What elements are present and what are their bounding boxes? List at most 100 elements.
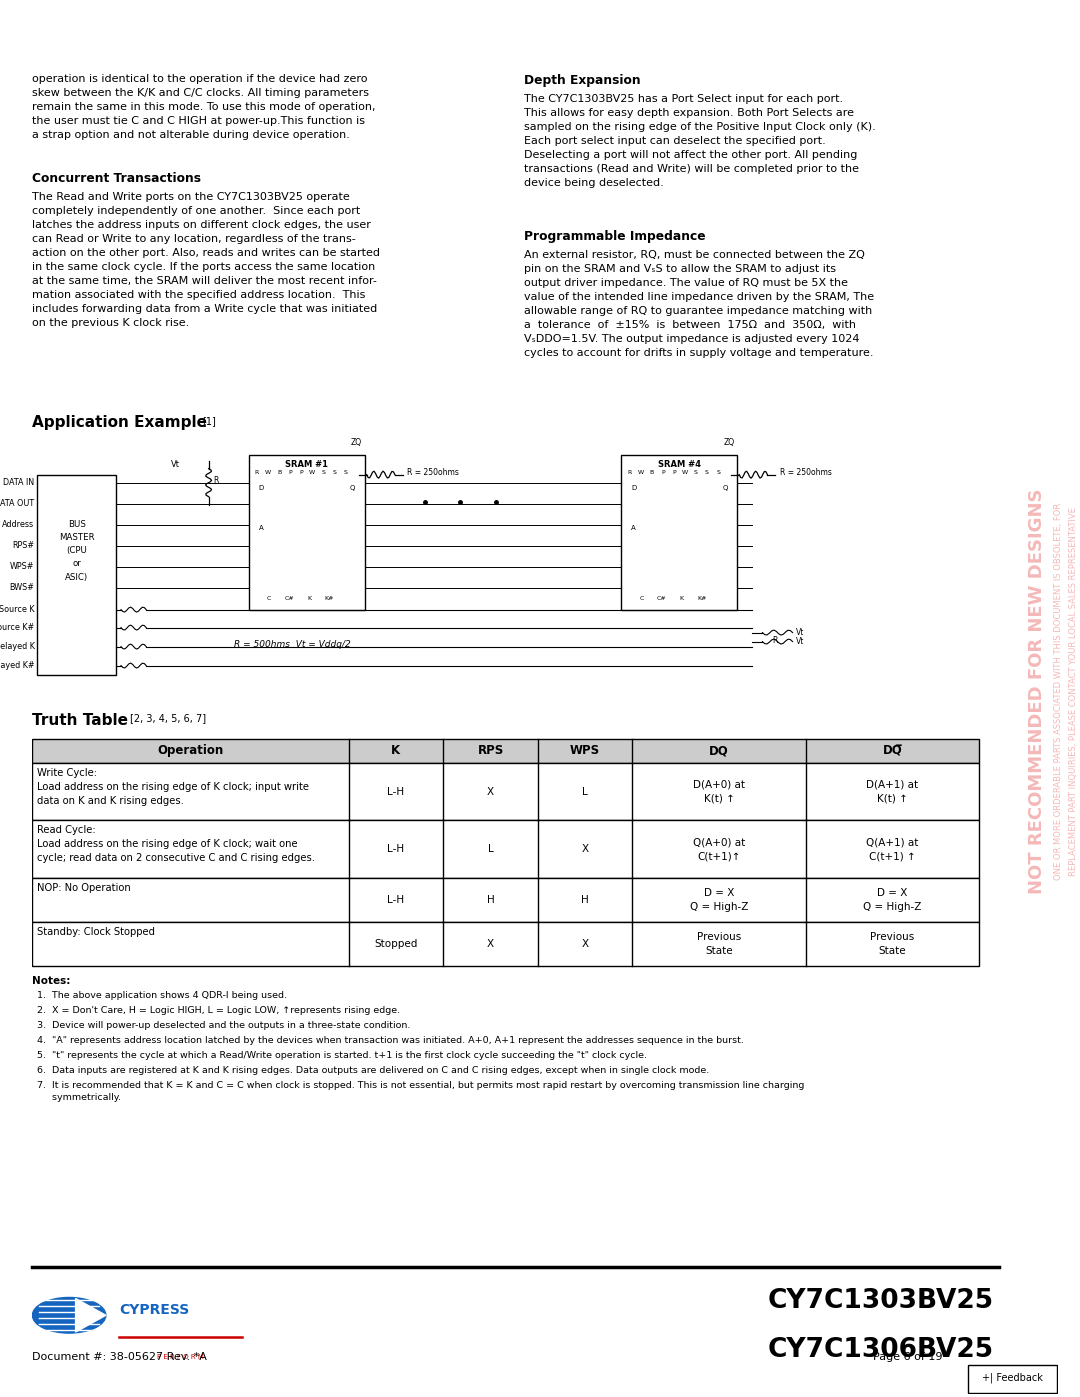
Text: Address: Address bbox=[2, 520, 35, 529]
Text: Read Cycle:
Load address on the rising edge of K clock; wait one
cycle; read dat: Read Cycle: Load address on the rising e… bbox=[38, 826, 315, 863]
Text: 5.  "t" represents the cycle at which a Read/Write operation is started. t+1 is : 5. "t" represents the cycle at which a R… bbox=[38, 1052, 647, 1060]
Text: X: X bbox=[487, 787, 494, 796]
Text: CY7C1306BV25: CY7C1306BV25 bbox=[768, 1337, 994, 1363]
Text: L: L bbox=[488, 844, 494, 855]
Text: L-H: L-H bbox=[388, 895, 404, 905]
Text: X: X bbox=[582, 939, 589, 950]
Text: Delayed K: Delayed K bbox=[0, 643, 35, 651]
Text: S: S bbox=[322, 471, 325, 475]
Text: D = X
Q = High-Z: D = X Q = High-Z bbox=[690, 888, 748, 912]
Text: D(A+0) at
K(t) ↑: D(A+0) at K(t) ↑ bbox=[693, 780, 745, 803]
Circle shape bbox=[32, 1298, 106, 1333]
Text: S: S bbox=[716, 471, 720, 475]
Text: Vt: Vt bbox=[796, 629, 804, 637]
Text: K#: K# bbox=[325, 595, 334, 601]
Text: R: R bbox=[255, 471, 259, 475]
Text: 7.  It is recommended that K = K and C = C when clock is stopped. This is not es: 7. It is recommended that K = K and C = … bbox=[38, 1081, 805, 1102]
Text: D: D bbox=[631, 485, 636, 490]
Text: L: L bbox=[582, 787, 588, 796]
Text: K: K bbox=[679, 595, 684, 601]
Polygon shape bbox=[76, 1299, 106, 1333]
Text: R: R bbox=[772, 636, 778, 644]
Text: Depth Expansion: Depth Expansion bbox=[524, 74, 640, 87]
Bar bbox=[32, 879, 978, 922]
Text: Stopped: Stopped bbox=[374, 939, 418, 950]
Bar bbox=[32, 739, 978, 763]
Text: Document #: 38-05627 Rev. *A: Document #: 38-05627 Rev. *A bbox=[32, 1352, 207, 1362]
Bar bbox=[32, 922, 978, 967]
Text: B: B bbox=[649, 471, 653, 475]
Text: DQ: DQ bbox=[710, 745, 729, 757]
Bar bbox=[248, 454, 365, 609]
Text: [1]: [1] bbox=[203, 416, 216, 426]
Text: Previous
State: Previous State bbox=[870, 932, 915, 957]
Text: +| Feedback: +| Feedback bbox=[982, 1373, 1043, 1383]
Text: Source K#: Source K# bbox=[0, 623, 35, 631]
Text: 6.  Data inputs are registered at K and K rising edges. Data outputs are deliver: 6. Data inputs are registered at K and K… bbox=[38, 1066, 710, 1076]
Text: A: A bbox=[631, 525, 636, 531]
Bar bbox=[621, 454, 738, 609]
Text: P: P bbox=[672, 471, 676, 475]
Text: R = 500hms  Vt = Vddq/2: R = 500hms Vt = Vddq/2 bbox=[233, 640, 351, 648]
Text: K: K bbox=[307, 595, 311, 601]
Text: BWS#: BWS# bbox=[10, 583, 35, 592]
Text: 4.  "A" represents address location latched by the devices when transaction was : 4. "A" represents address location latch… bbox=[38, 1037, 744, 1045]
Text: Write Cycle:
Load address on the rising edge of K clock; input write
data on K a: Write Cycle: Load address on the rising … bbox=[38, 767, 310, 806]
Text: R = 250ohms: R = 250ohms bbox=[780, 468, 832, 478]
Text: operation is identical to the operation if the device had zero
skew between the : operation is identical to the operation … bbox=[32, 74, 376, 140]
Text: W: W bbox=[265, 471, 271, 475]
Text: X: X bbox=[487, 939, 494, 950]
Text: Q: Q bbox=[723, 485, 728, 490]
Text: [2, 3, 4, 5, 6, 7]: [2, 3, 4, 5, 6, 7] bbox=[130, 714, 206, 724]
Text: Q(A+1) at
C(t+1) ↑: Q(A+1) at C(t+1) ↑ bbox=[866, 837, 918, 862]
Text: WPS#: WPS# bbox=[10, 562, 35, 571]
Text: P: P bbox=[661, 471, 664, 475]
Text: Notes:: Notes: bbox=[32, 977, 71, 986]
Text: 1.  The above application shows 4 QDR-I being used.: 1. The above application shows 4 QDR-I b… bbox=[38, 992, 287, 1000]
Text: Page 6 of 19: Page 6 of 19 bbox=[874, 1352, 943, 1362]
Text: D: D bbox=[258, 485, 264, 490]
Bar bbox=[38, 475, 116, 675]
Bar bbox=[32, 739, 978, 763]
Text: Previous
State: Previous State bbox=[697, 932, 741, 957]
Text: D(A+1) at
K(t) ↑: D(A+1) at K(t) ↑ bbox=[866, 780, 918, 803]
Text: ZQ: ZQ bbox=[724, 437, 734, 447]
Text: RPS#: RPS# bbox=[12, 541, 35, 550]
Bar bbox=[32, 820, 978, 879]
Bar bbox=[32, 763, 978, 820]
Text: B: B bbox=[276, 471, 281, 475]
Text: H: H bbox=[581, 895, 589, 905]
Text: L-H: L-H bbox=[388, 787, 404, 796]
Text: Vt: Vt bbox=[796, 637, 804, 645]
Text: REPLACEMENT PART INQUIRIES, PLEASE CONTACT YOUR LOCAL SALES REPRESENTATIVE: REPLACEMENT PART INQUIRIES, PLEASE CONTA… bbox=[1069, 507, 1078, 876]
Text: SRAM #4: SRAM #4 bbox=[658, 460, 701, 468]
Text: Truth Table: Truth Table bbox=[32, 712, 129, 728]
Text: X: X bbox=[582, 844, 589, 855]
Text: Vt: Vt bbox=[172, 460, 180, 468]
Text: Operation: Operation bbox=[158, 745, 224, 757]
Text: DATA OUT: DATA OUT bbox=[0, 499, 35, 509]
Text: K#: K# bbox=[698, 595, 706, 601]
Text: P: P bbox=[288, 471, 292, 475]
Text: 2.  X = Don't Care, H = Logic HIGH, L = Logic LOW, ↑represents rising edge.: 2. X = Don't Care, H = Logic HIGH, L = L… bbox=[38, 1006, 401, 1016]
Text: W: W bbox=[637, 471, 644, 475]
Text: A: A bbox=[258, 525, 264, 531]
Text: Standby: Clock Stopped: Standby: Clock Stopped bbox=[38, 928, 156, 937]
Text: SRAM #1: SRAM #1 bbox=[285, 460, 328, 468]
Text: Source K: Source K bbox=[0, 605, 35, 615]
Text: Q(A+0) at
C(t+1)↑: Q(A+0) at C(t+1)↑ bbox=[693, 837, 745, 862]
Text: NOT RECOMMENDED FOR NEW DESIGNS: NOT RECOMMENDED FOR NEW DESIGNS bbox=[1028, 489, 1047, 894]
Text: W: W bbox=[681, 471, 688, 475]
Text: RPS: RPS bbox=[477, 745, 503, 757]
Text: K: K bbox=[391, 745, 401, 757]
Text: WPS: WPS bbox=[570, 745, 600, 757]
Text: R: R bbox=[627, 471, 632, 475]
Text: CY7C1303BV25: CY7C1303BV25 bbox=[768, 1288, 994, 1313]
Text: H: H bbox=[487, 895, 495, 905]
Text: L-H: L-H bbox=[388, 844, 404, 855]
Text: DQ̅: DQ̅ bbox=[882, 745, 902, 757]
Text: S: S bbox=[694, 471, 698, 475]
Text: Concurrent Transactions: Concurrent Transactions bbox=[32, 172, 201, 184]
Text: D = X
Q = High-Z: D = X Q = High-Z bbox=[863, 888, 921, 912]
Text: Programmable Impedance: Programmable Impedance bbox=[524, 229, 705, 243]
